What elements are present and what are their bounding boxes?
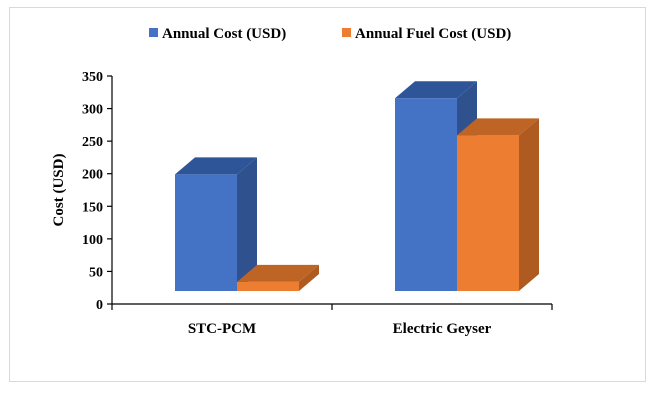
bar-side-face (299, 264, 319, 291)
bar-annual-fuel-cost-stc-pcm (237, 264, 319, 291)
legend-swatch-annual-cost (149, 28, 158, 37)
legend-label-annual-cost: Annual Cost (USD) (162, 26, 286, 42)
y-tick-label: 150 (82, 200, 103, 215)
legend: Annual Cost (USD) Annual Fuel Cost (USD) (149, 26, 511, 42)
legend-label-annual-fuel-cost: Annual Fuel Cost (USD) (355, 26, 511, 42)
y-tick-label: 0 (96, 298, 103, 313)
bar-top-face (237, 264, 319, 282)
bar-side-face (519, 118, 539, 291)
y-tick-label: 50 (89, 265, 103, 280)
y-tick-label: 300 (82, 103, 103, 118)
bar-front-face (237, 281, 299, 291)
bar-front-face (457, 135, 519, 291)
legend-swatch-annual-fuel-cost (342, 28, 351, 37)
x-category-label: Electric Geyser (393, 321, 492, 337)
bar-front-face (175, 174, 237, 291)
bar-annual-fuel-cost-electric-geyser (457, 118, 539, 291)
bar-annual-cost-stc-pcm (175, 157, 257, 291)
bar-top-face (457, 118, 539, 136)
chart-frame (9, 7, 646, 382)
y-tick-label: 200 (82, 168, 103, 183)
y-tick-label: 100 (82, 233, 103, 248)
bar-front-face (395, 98, 457, 291)
bars (175, 81, 539, 291)
bar-top-face (175, 157, 257, 175)
bar-top-face (395, 81, 477, 99)
x-ticks (111, 304, 553, 310)
y-tick-label: 250 (82, 135, 103, 150)
x-category-label: STC-PCM (188, 321, 256, 337)
y-tick-label: 350 (82, 70, 103, 85)
y-axis-title: Cost (USD) (51, 154, 67, 227)
category-labels: STC-PCM Electric Geyser (188, 321, 492, 337)
y-ticks: 0 50 100 150 200 250 300 350 (82, 70, 112, 313)
bar-side-face (237, 157, 257, 291)
